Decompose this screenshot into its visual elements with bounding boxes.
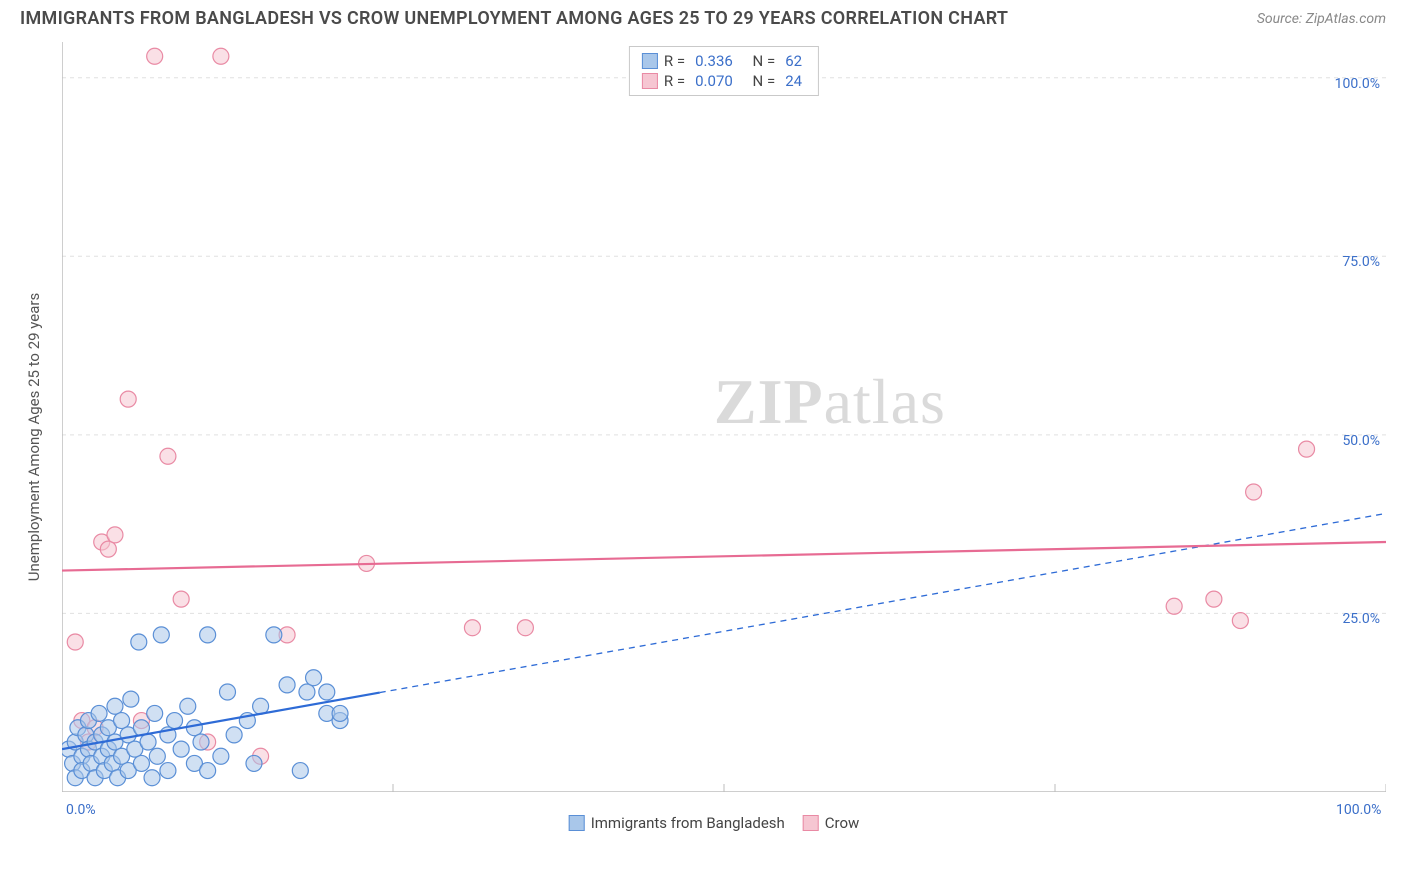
legend-swatch-b — [642, 73, 658, 89]
legend-swatch-a — [642, 53, 658, 69]
y-tick-label: 25.0% — [1342, 611, 1380, 627]
legend-r-label: R = — [664, 72, 685, 90]
legend-label-a: Immigrants from Bangladesh — [591, 814, 785, 832]
chart-title: IMMIGRANTS FROM BANGLADESH VS CROW UNEMP… — [20, 8, 1008, 29]
scatter-chart — [62, 42, 1386, 792]
legend-correlation: R = 0.336 N = 62 R = 0.070 N = 24 — [629, 46, 819, 96]
legend-swatch-b-icon — [803, 815, 819, 831]
legend-swatch-a-icon — [569, 815, 585, 831]
legend-n-label: N = — [753, 52, 776, 70]
y-axis-label: Unemployment Among Ages 25 to 29 years — [25, 293, 43, 581]
source-label: Source: ZipAtlas.com — [1257, 11, 1386, 27]
legend-n-value-a: 62 — [785, 52, 802, 70]
legend-item-a: Immigrants from Bangladesh — [569, 814, 785, 832]
x-tick-label: 100.0% — [1336, 802, 1381, 818]
y-tick-label: 50.0% — [1342, 433, 1380, 449]
plot-area: R = 0.336 N = 62 R = 0.070 N = 24 ZIPatl… — [62, 42, 1386, 792]
legend-r-value-a: 0.336 — [695, 52, 733, 70]
legend-n-value-b: 24 — [785, 72, 802, 90]
legend-n-label: N = — [753, 72, 776, 90]
legend-r-label: R = — [664, 52, 685, 70]
legend-item-b: Crow — [803, 814, 860, 832]
y-tick-label: 75.0% — [1342, 254, 1380, 270]
plot-container: Unemployment Among Ages 25 to 29 years R… — [42, 42, 1386, 832]
legend-r-value-b: 0.070 — [695, 72, 733, 90]
x-tick-label: 0.0% — [66, 802, 96, 818]
legend-series: Immigrants from Bangladesh Crow — [569, 814, 860, 832]
y-tick-label: 100.0% — [1335, 76, 1380, 92]
legend-label-b: Crow — [825, 814, 860, 832]
legend-row-series-b: R = 0.070 N = 24 — [642, 71, 806, 91]
legend-row-series-a: R = 0.336 N = 62 — [642, 51, 806, 71]
